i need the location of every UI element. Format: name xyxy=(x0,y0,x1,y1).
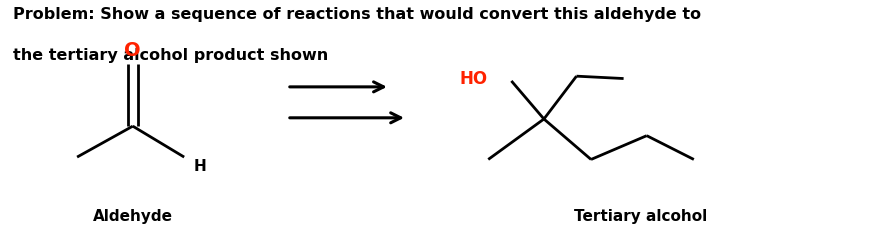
Text: H: H xyxy=(194,159,207,174)
Text: Problem: Show a sequence of reactions that would convert this aldehyde to: Problem: Show a sequence of reactions th… xyxy=(13,7,701,22)
Text: the tertiary alcohol product shown: the tertiary alcohol product shown xyxy=(13,48,328,63)
Text: Aldehyde: Aldehyde xyxy=(93,209,173,224)
Text: HO: HO xyxy=(459,69,487,88)
Text: O: O xyxy=(124,40,141,60)
Text: Tertiary alcohol: Tertiary alcohol xyxy=(574,209,707,224)
